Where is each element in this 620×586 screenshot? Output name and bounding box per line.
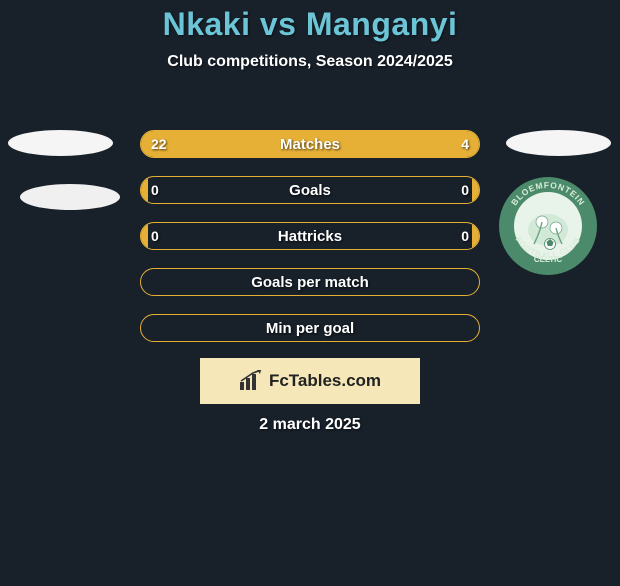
- bar-label: Goals: [141, 177, 479, 203]
- bars-icon: [239, 370, 265, 392]
- stat-row-goals-per-match: Goals per match: [140, 268, 480, 296]
- bar-value-right: 0: [461, 177, 469, 203]
- bar-label: Goals per match: [141, 269, 479, 295]
- date-text: 2 march 2025: [0, 416, 620, 434]
- stat-row-hattricks: Hattricks0 0: [140, 222, 480, 250]
- stat-row-min-per-goal: Min per goal: [140, 314, 480, 342]
- player-left-shape-0: [8, 130, 113, 156]
- player-right-shape-0: [506, 130, 611, 156]
- bar-value-left: 0: [151, 177, 159, 203]
- bar-value-left: 0: [151, 223, 159, 249]
- stat-row-goals: Goals0 0: [140, 176, 480, 204]
- comparison-bars: Matches224Goals00Hattricks00Goals per ma…: [140, 130, 480, 360]
- logo-text: FcTables.com: [269, 371, 381, 391]
- fctables-logo: FcTables.com: [200, 358, 420, 404]
- subtitle: Club competitions, Season 2024/2025: [0, 53, 620, 71]
- player-left-shape-1: [20, 184, 120, 210]
- club-crest-right: BLOEMFONTEIN FOOTBALL CLUB CELTIC: [498, 176, 598, 276]
- bar-label: Matches: [141, 131, 479, 157]
- page-title: Nkaki vs Manganyi: [0, 6, 620, 43]
- stat-row-matches: Matches22 4: [140, 130, 480, 158]
- bar-value-left: 22: [151, 131, 167, 157]
- bar-value-right: 0: [461, 223, 469, 249]
- svg-text:CELTIC: CELTIC: [534, 255, 563, 264]
- bar-value-right: 4: [461, 131, 469, 157]
- bar-label: Min per goal: [141, 315, 479, 341]
- bar-label: Hattricks: [141, 223, 479, 249]
